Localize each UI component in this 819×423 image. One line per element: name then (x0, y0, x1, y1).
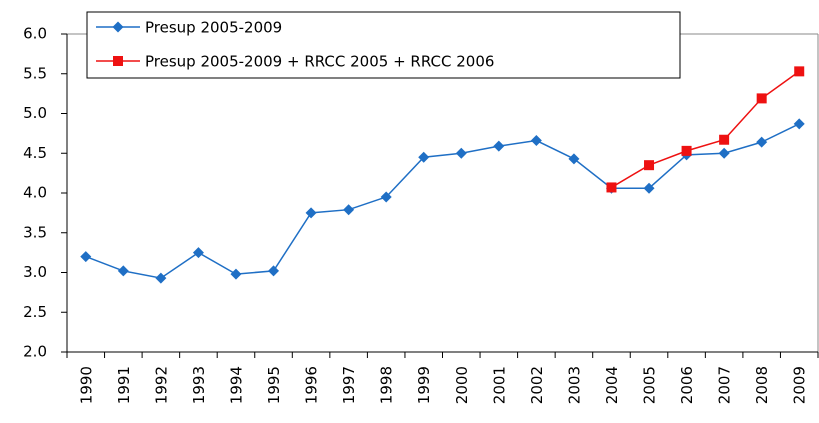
y-tick-label: 5.0 (23, 104, 47, 122)
y-tick-label: 4.5 (23, 144, 47, 162)
marker (230, 268, 242, 280)
x-tick-label: 1998 (378, 366, 396, 404)
x-tick-label: 1992 (152, 366, 170, 404)
x-tick-label: 2002 (528, 366, 546, 404)
marker (643, 182, 655, 194)
marker (719, 134, 730, 145)
marker (756, 136, 768, 148)
y-tick-label: 3.0 (23, 263, 47, 281)
x-tick-label: 1997 (340, 366, 358, 404)
legend-label: Presup 2005-2009 + RRCC 2005 + RRCC 2006 (145, 53, 494, 71)
marker (794, 66, 805, 77)
marker (793, 118, 805, 130)
x-tick-label: 2003 (565, 366, 583, 404)
x-tick-label: 1990 (77, 366, 95, 404)
marker (80, 251, 92, 263)
x-tick-label: 2005 (641, 366, 659, 404)
x-tick-label: 2009 (791, 366, 809, 404)
marker (192, 247, 204, 259)
legend: Presup 2005-2009 Presup 2005-2009 + RRCC … (86, 11, 681, 79)
x-tick-label: 1996 (303, 366, 321, 404)
y-tick-label: 2.5 (23, 303, 47, 321)
marker (530, 135, 542, 147)
marker (756, 93, 767, 104)
y-tick-label: 3.5 (23, 223, 47, 241)
marker (681, 145, 692, 156)
x-tick-label: 2007 (716, 366, 734, 404)
marker (718, 147, 730, 159)
series-line (85, 123, 800, 279)
y-tick-label: 2.0 (23, 343, 47, 361)
legend-box (86, 11, 681, 79)
marker (568, 153, 580, 165)
marker (644, 160, 655, 171)
marker (418, 151, 430, 163)
x-tick-label: 1993 (190, 366, 208, 404)
y-tick-label: 5.5 (23, 64, 47, 82)
marker (117, 265, 129, 277)
marker (343, 204, 355, 216)
marker (305, 207, 317, 219)
y-tick-label: 6.0 (23, 25, 47, 43)
x-tick-label: 1994 (227, 366, 245, 404)
x-tick-label: 2001 (490, 366, 508, 404)
marker (155, 272, 167, 284)
x-tick-label: 2000 (453, 366, 471, 404)
x-tick-label: 2006 (678, 366, 696, 404)
marker (113, 56, 123, 66)
x-tick-label: 1991 (115, 366, 133, 404)
marker (112, 21, 124, 33)
x-tick-label: 2004 (603, 366, 621, 404)
marker (493, 140, 505, 152)
marker (606, 182, 617, 193)
marker (455, 147, 467, 159)
marker (380, 191, 392, 203)
series-line (611, 70, 800, 189)
x-tick-label: 1999 (415, 366, 433, 404)
y-tick-label: 4.0 (23, 184, 47, 202)
x-tick-label: 2008 (753, 366, 771, 404)
marker (268, 265, 280, 277)
legend-label: Presup 2005-2009 (145, 19, 282, 37)
x-tick-label: 1995 (265, 366, 283, 404)
